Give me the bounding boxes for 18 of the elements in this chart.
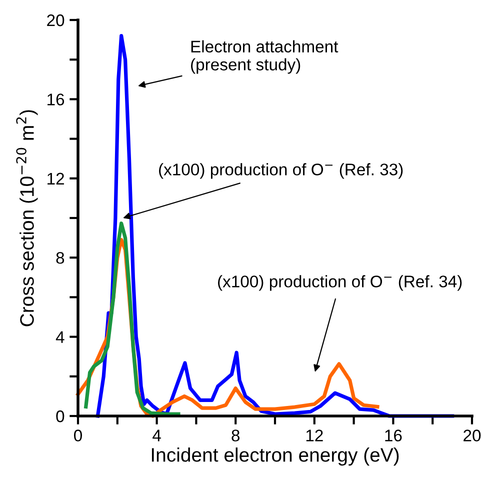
x-tick-label: 8 <box>232 430 240 442</box>
y-tick-label: 16 <box>48 94 64 106</box>
x-tick-label: 12 <box>306 430 323 442</box>
y-tick-label: 20 <box>47 14 64 26</box>
x-tick-label: 20 <box>464 430 481 442</box>
y-tick-label: 4 <box>56 331 64 343</box>
x-tick-label: 16 <box>385 430 402 442</box>
y-tick-label: 8 <box>56 252 64 264</box>
x-tick-label: 0 <box>74 430 82 442</box>
line-series <box>84 222 180 416</box>
y-axis-title: Cross section (10$^{−20}$ m$^{2}$) <box>16 110 38 326</box>
y-tick-label: 0 <box>56 410 64 422</box>
annotation: (x100) production of O$^{−}$ (Ref. 34) <box>218 275 462 291</box>
x-tick-label: 4 <box>152 430 161 442</box>
annotation: Electron attachment (present study) <box>191 40 338 74</box>
annotation: (x100) production of O$^{−}$ (Ref. 33) <box>159 163 403 179</box>
x-axis-title: Incident electron energy (eV) <box>152 448 399 466</box>
y-tick-label: 12 <box>48 172 64 184</box>
